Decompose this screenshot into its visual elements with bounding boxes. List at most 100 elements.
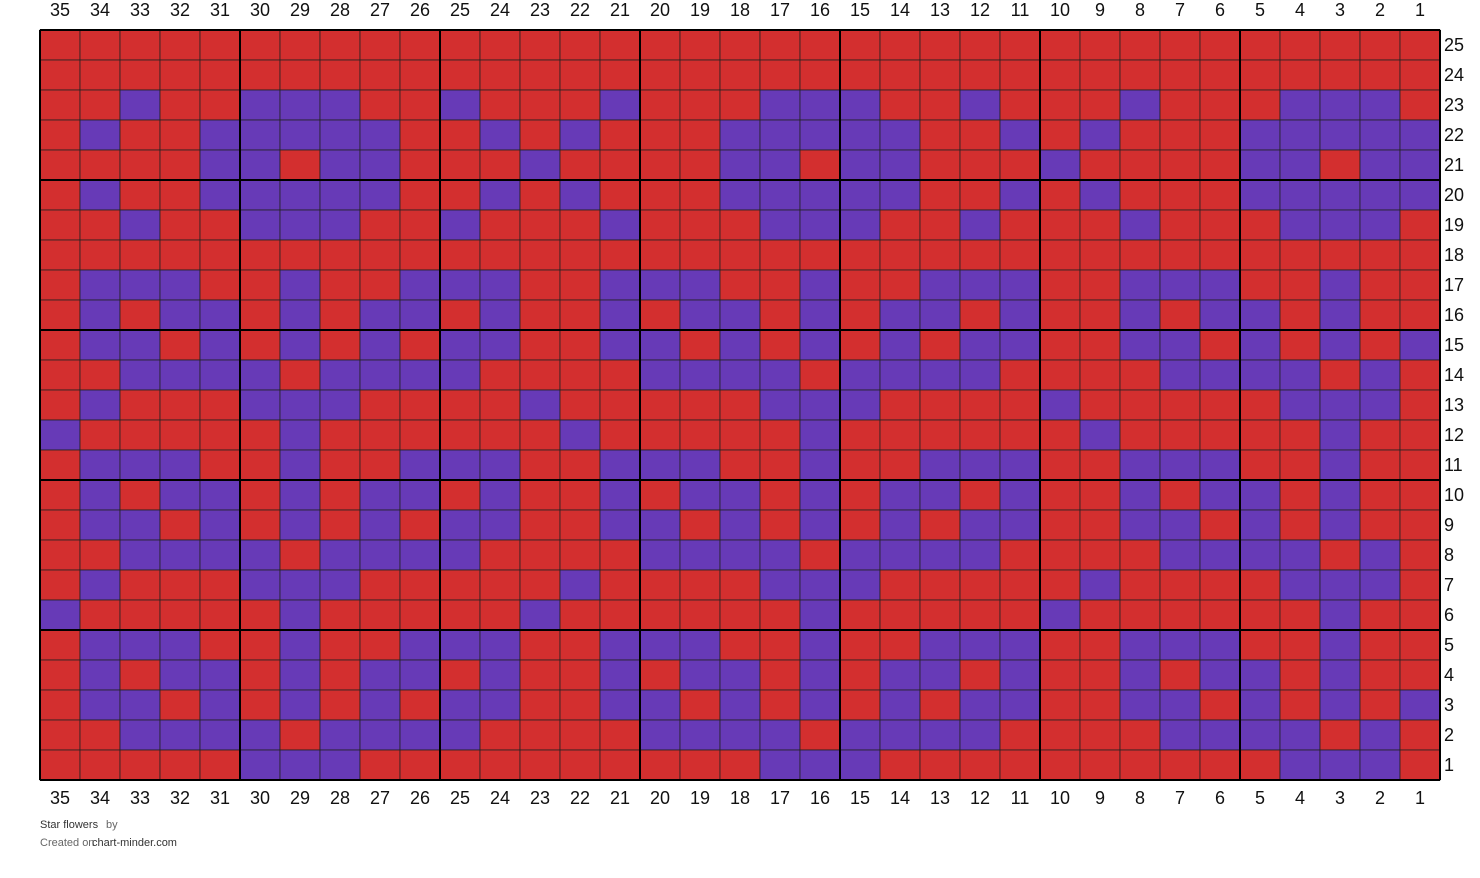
- stitch: [239, 269, 281, 301]
- stitch: [1199, 239, 1241, 271]
- stitch: [999, 269, 1041, 301]
- stitch: [199, 539, 241, 571]
- stitch: [359, 179, 401, 211]
- column-label: 7: [1175, 0, 1185, 20]
- stitch: [1359, 449, 1401, 481]
- stitch: [439, 149, 481, 181]
- row-label: 4: [1444, 665, 1454, 685]
- stitch: [359, 749, 401, 781]
- stitch: [999, 59, 1041, 91]
- stitch: [1199, 29, 1241, 61]
- stitch: [119, 179, 161, 211]
- stitch: [919, 149, 961, 181]
- stitch: [839, 539, 881, 571]
- stitch: [839, 89, 881, 121]
- row-label: 6: [1444, 605, 1454, 625]
- row-label: 18: [1444, 245, 1464, 265]
- stitch: [1399, 299, 1441, 331]
- stitch: [599, 479, 641, 511]
- column-label: 2: [1375, 788, 1385, 808]
- stitch: [519, 629, 561, 661]
- stitch: [959, 359, 1001, 391]
- stitch: [479, 599, 521, 631]
- stitch: [79, 389, 121, 421]
- stitch: [79, 539, 121, 571]
- stitch: [1319, 239, 1361, 271]
- stitch: [399, 629, 441, 661]
- stitch: [239, 299, 281, 331]
- stitch: [519, 89, 561, 121]
- stitch: [159, 329, 201, 361]
- stitch: [999, 599, 1041, 631]
- stitch: [1319, 599, 1361, 631]
- stitch: [999, 89, 1041, 121]
- stitch: [1199, 179, 1241, 211]
- stitch: [519, 389, 561, 421]
- stitch: [919, 299, 961, 331]
- stitch: [1119, 629, 1161, 661]
- stitch: [919, 359, 961, 391]
- stitch: [839, 329, 881, 361]
- stitch: [1239, 359, 1281, 391]
- stitch: [119, 359, 161, 391]
- stitch: [1119, 419, 1161, 451]
- stitch: [1199, 479, 1241, 511]
- stitch: [399, 719, 441, 751]
- stitch: [39, 59, 81, 91]
- stitch: [1239, 89, 1281, 121]
- stitch: [679, 149, 721, 181]
- stitch: [1199, 89, 1241, 121]
- stitch: [319, 329, 361, 361]
- stitch: [1039, 599, 1081, 631]
- stitch: [1319, 569, 1361, 601]
- stitch: [439, 119, 481, 151]
- stitch: [479, 149, 521, 181]
- stitch: [79, 119, 121, 151]
- site-link[interactable]: chart-minder.com: [92, 837, 177, 849]
- stitch: [1159, 269, 1201, 301]
- stitch: [959, 719, 1001, 751]
- stitch: [599, 209, 641, 241]
- stitch: [1079, 59, 1121, 91]
- stitch: [599, 29, 641, 61]
- stitch: [719, 209, 761, 241]
- stitch: [79, 239, 121, 271]
- stitch: [1039, 689, 1081, 721]
- stitch: [759, 419, 801, 451]
- column-label: 6: [1215, 788, 1225, 808]
- stitch: [519, 359, 561, 391]
- stitch: [679, 329, 721, 361]
- stitch: [1279, 659, 1321, 691]
- stitch: [479, 299, 521, 331]
- stitch: [639, 419, 681, 451]
- stitch: [559, 719, 601, 751]
- stitch: [1119, 479, 1161, 511]
- stitch: [159, 119, 201, 151]
- stitch: [1359, 179, 1401, 211]
- stitch: [159, 59, 201, 91]
- stitch: [919, 389, 961, 421]
- stitch: [1199, 359, 1241, 391]
- stitch: [1239, 239, 1281, 271]
- stitch: [919, 89, 961, 121]
- stitch: [1159, 689, 1201, 721]
- stitch: [319, 179, 361, 211]
- stitch: [639, 209, 681, 241]
- stitch: [959, 179, 1001, 211]
- stitch: [1199, 719, 1241, 751]
- stitch: [439, 719, 481, 751]
- stitch: [999, 419, 1041, 451]
- stitch: [759, 119, 801, 151]
- stitch: [439, 59, 481, 91]
- stitch: [159, 449, 201, 481]
- stitch: [439, 329, 481, 361]
- stitch: [239, 479, 281, 511]
- stitch: [359, 689, 401, 721]
- stitch: [1399, 209, 1441, 241]
- row-label: 16: [1444, 305, 1464, 325]
- stitch: [79, 599, 121, 631]
- column-label: 22: [570, 788, 590, 808]
- stitch: [1279, 599, 1321, 631]
- stitch: [679, 569, 721, 601]
- stitch: [879, 509, 921, 541]
